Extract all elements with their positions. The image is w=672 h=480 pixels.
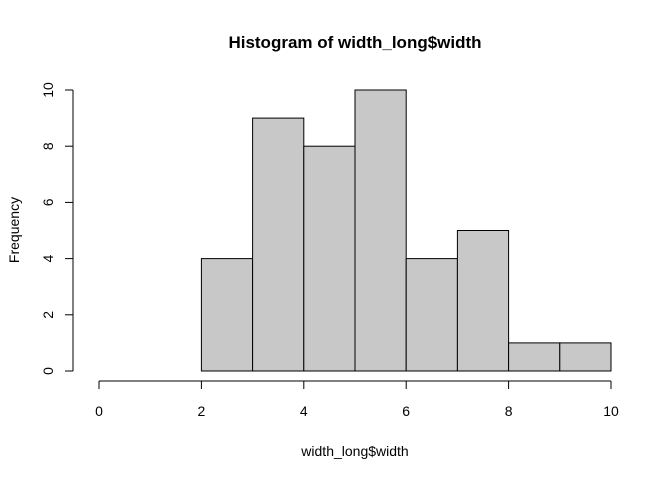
y-tick-label: 10 <box>40 82 56 98</box>
x-tick-label: 6 <box>402 403 410 419</box>
x-tick-label: 0 <box>95 403 103 419</box>
y-tick-label: 6 <box>40 198 56 206</box>
x-tick-label: 8 <box>505 403 513 419</box>
histogram-bar <box>354 89 407 372</box>
bars-group <box>200 89 612 372</box>
x-tick-label: 2 <box>198 403 206 419</box>
histogram-bar <box>559 342 612 372</box>
histogram-bar <box>252 117 305 372</box>
x-tick-label: 10 <box>603 403 619 419</box>
y-axis-label: Frequency <box>6 197 22 263</box>
x-tick-label: 4 <box>300 403 308 419</box>
y-tick-label: 0 <box>40 367 56 375</box>
x-axis: 0 2 4 6 8 10 <box>95 380 619 419</box>
y-tick-label: 2 <box>40 311 56 319</box>
chart-title: Histogram of width_long$width <box>228 33 481 52</box>
histogram-bar <box>508 342 561 372</box>
y-tick-label: 8 <box>40 142 56 150</box>
histogram-bar <box>456 230 510 372</box>
y-tick-label: 4 <box>40 254 56 262</box>
histogram-bar <box>200 258 254 372</box>
x-axis-label: width_long$width <box>300 443 408 459</box>
y-axis: 0 2 4 6 8 10 <box>40 82 74 375</box>
histogram-bar <box>303 145 356 372</box>
histogram-bar <box>405 258 458 372</box>
